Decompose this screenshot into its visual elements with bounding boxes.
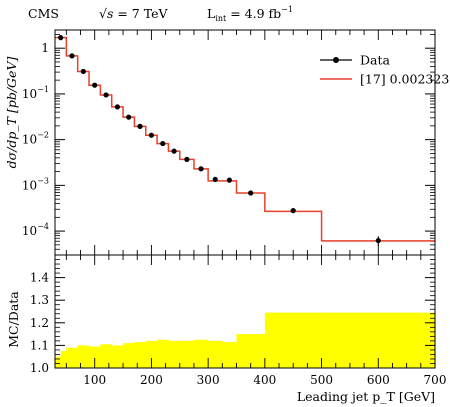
data-point [126,114,132,120]
main-y-tick-label: 1 [41,41,49,55]
energy-value: = 7 TeV [113,6,168,21]
experiment-label: CMS [28,6,59,21]
ratio-band-bin [89,346,101,368]
ratio-band-bin [111,345,124,368]
ratio-band-bin [145,340,158,368]
ratio-y-tick-label: 1.2 [30,316,49,330]
lumi-sub: int [215,14,227,23]
ratio-y-tick-label: 1.1 [30,338,49,352]
x-tick-label: 400 [253,373,276,387]
data-point [184,156,190,162]
main-histogram [55,36,435,242]
ratio-band-bin [193,339,209,368]
data-point [69,53,75,59]
ratio-y-tick-label: 1.0 [30,361,49,375]
chart-header: CMS √s = 7 TeV Lint = 4.9 fb−1 [28,5,293,23]
ratio-y-axis-label: MC/Data [6,291,21,348]
ratio-band-bin [222,342,237,368]
data-point [160,140,166,147]
data-point [198,166,204,172]
ratio-band-bin [55,356,62,368]
data-point [290,208,296,214]
data-point [171,148,177,154]
ratio-band-bin [157,339,169,368]
main-panel: 1 10−1 10−2 10−3 10−4 dσ/dp_T [pb/GeV] [4,29,436,256]
data-point [137,123,143,129]
ratio-band-bin [60,351,67,368]
data-point [226,177,233,183]
ratio-band-bin [168,340,181,368]
main-y-axis-label: dσ/dp_T [pb/GeV] [4,57,19,169]
ratio-band-bin [179,340,195,368]
main-y-tick-labels: 1 10−1 10−2 10−3 10−4 [22,41,49,238]
main-y-tick-label: 10−1 [22,85,49,101]
data-point [212,176,218,183]
x-tick-label: 600 [367,373,390,387]
main-y-tick-label: 10−2 [22,131,49,147]
data-point [114,104,120,110]
legend: Data [17] 0.002323 [320,53,449,87]
legend-data-label: Data [360,53,390,68]
x-tick-label: 200 [140,373,163,387]
data-point [92,82,98,88]
x-tick-label: 100 [83,373,106,387]
ratio-x-tick-labels: 100 200 300 400 500 600 700 [83,373,446,387]
data-point [248,190,254,196]
main-y-tick-label: 10−4 [22,222,49,238]
ratio-y-tick-label: 1.3 [30,293,49,307]
ratio-ticks [55,255,436,369]
ratio-band-bin [100,344,113,368]
data-point [58,35,64,41]
x-tick-label: 300 [197,373,220,387]
x-tick-label: 500 [310,373,333,387]
ratio-band-bin [77,345,90,368]
data-point [103,92,109,98]
lumi-value: = 4.9 fb [226,6,281,21]
ratio-band-bin [123,343,135,368]
data-point [80,68,86,75]
ratio-band-bin [264,312,322,368]
lumi-label: Lint = 4.9 fb−1 [207,5,293,23]
ratio-band-bin [208,340,223,368]
x-axis-label: Leading jet p_T [GeV] [297,389,435,404]
ratio-y-tick-labels: 1.0 1.1 1.2 1.3 1.4 [30,271,49,375]
mc-histogram-line [55,36,435,242]
ratio-band-bin [236,334,266,368]
lumi-main: L [207,6,215,21]
legend-mc-label: [17] 0.002323 [360,72,449,87]
data-point [375,237,381,244]
lumi-exp: −1 [281,5,293,14]
data-point [148,132,155,138]
energy-label: √s = 7 TeV [99,6,169,21]
ratio-panel: 1.0 1.1 1.2 1.3 1.4 100 200 300 400 500 600 700 MC… [6,254,446,404]
ratio-y-tick-label: 1.4 [30,271,49,285]
ratio-band-bin [134,342,147,368]
legend-data-marker [333,57,339,63]
ratio-band-bin [66,347,79,368]
ratio-frame [54,254,436,369]
energy-sqrt: √ [99,6,107,21]
main-data-points [58,35,381,247]
energy-var: s [107,6,113,21]
main-y-tick-label: 10−3 [22,176,49,192]
x-tick-label: 700 [424,373,447,387]
